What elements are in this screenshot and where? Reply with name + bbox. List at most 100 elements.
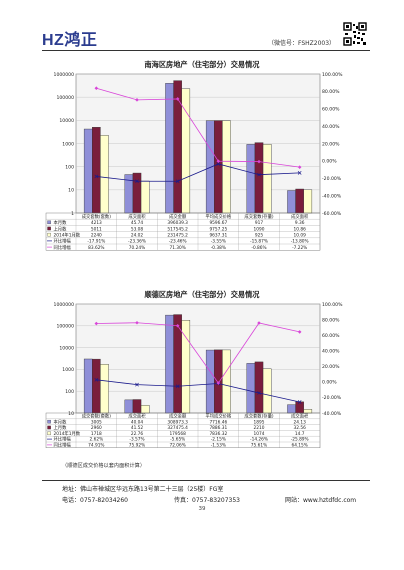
table-cell: 9757.25: [209, 226, 227, 232]
bar: [214, 120, 223, 214]
table-cell: 917: [255, 220, 263, 226]
table-cell: 517545.2: [167, 226, 188, 232]
category-label: 成交金额: [169, 213, 187, 220]
line-point: [135, 320, 139, 325]
line-point: [175, 179, 180, 184]
category-label: 平均成交价格: [205, 413, 231, 420]
table-cell: -15.87%: [250, 239, 268, 245]
table-cell: 72.06%: [169, 443, 185, 449]
category-label: 成交面积: [291, 413, 309, 420]
table-cell: 45.74: [131, 220, 144, 226]
table-cell: 2240: [91, 233, 102, 239]
table-cell: 9637.31: [209, 233, 227, 239]
line-point: [135, 382, 139, 387]
legend-label: 2014年1月数: [54, 430, 81, 437]
plot-area: [75, 303, 321, 414]
table-cell: 53.08: [131, 226, 144, 232]
category-label: 成交套数(存量): [244, 413, 273, 420]
table-cell: 1895: [254, 419, 265, 425]
table-cell: 22.76: [131, 431, 144, 437]
y-left-tick-label: 100000: [56, 95, 74, 101]
bar: [124, 399, 134, 414]
legend-label: 本月数: [54, 418, 68, 425]
y-right-tick-label: 80.00%: [322, 317, 340, 323]
series-line: [96, 322, 300, 384]
category-label: 成交面积: [291, 213, 309, 220]
table-cell: -7.22%: [292, 245, 307, 251]
bar: [287, 190, 296, 214]
table-cell: 32.56: [294, 425, 307, 431]
y-right-tick-label: 100.00%: [322, 302, 343, 308]
table-cell: -25.89%: [291, 437, 309, 443]
line-point: [257, 391, 261, 395]
table-cell: -23.46%: [169, 239, 187, 245]
bar: [295, 401, 304, 414]
y-right-tick-label: -40.00%: [322, 411, 342, 417]
table-cell: 70.24%: [129, 245, 145, 251]
series-line: [96, 87, 300, 168]
table-cell: 327475.4: [167, 425, 188, 431]
header-divider: [42, 50, 370, 51]
legend-swatch: [47, 431, 51, 436]
table-cell: -14.26%: [250, 437, 268, 443]
chart-2-title: 顺德区房地产（住宅部分）交易情况: [144, 290, 260, 299]
table-cell: -3.57%: [129, 437, 144, 443]
bar: [246, 363, 256, 414]
shunde-chart: 1000000 100000 10000 1000 100 10 100.00% 80.00%…: [45, 302, 343, 449]
table-cell: -13.80%: [291, 239, 309, 245]
footer-phone: 电话：0757-82034260: [62, 497, 128, 504]
table-cell: -3.55%: [211, 239, 226, 245]
table-cell: 40.04: [131, 419, 144, 425]
bar: [165, 314, 174, 414]
y-right-tick-label: -20.00%: [322, 176, 342, 182]
table-cell: 2210: [254, 425, 265, 431]
y-right-tick-label: 100.00%: [322, 72, 343, 78]
company-logo: HZ鸿正: [42, 32, 98, 49]
y-left-tick-label: 100000: [56, 324, 74, 330]
series-line: [96, 379, 300, 403]
chart-note: （顺德区成交价格以套内面积计算）: [62, 463, 146, 469]
line-point: [297, 400, 302, 404]
bar: [254, 142, 264, 214]
bar: [262, 144, 272, 214]
table-cell: 5011: [91, 226, 102, 232]
y-left-tick-label: 1000000: [54, 72, 75, 78]
table-cell: 75.61%: [251, 443, 267, 449]
y-left-tick-label: 1000: [62, 367, 74, 373]
bar: [303, 409, 313, 414]
y-right-tick-label: 40.00%: [322, 349, 340, 355]
line-point: [257, 172, 261, 177]
line-point: [135, 98, 139, 102]
y-right-tick-label: -40.00%: [322, 193, 342, 199]
y-left-tick-label: 100: [65, 389, 74, 395]
category-label: 成交套数(套数): [82, 413, 111, 420]
line-point: [94, 321, 99, 326]
series-line: [96, 163, 300, 182]
table-cell: 41.52: [131, 425, 144, 431]
table-cell: 1090: [254, 226, 265, 232]
table-cell: -23.36%: [128, 239, 146, 245]
y-right-tick-label: 80.00%: [322, 89, 340, 95]
y-right-tick-label: 0.00%: [322, 380, 337, 386]
y-left-tick-label: 10000: [59, 118, 74, 124]
table-cell: 10.86: [294, 226, 307, 232]
y-right-tick-label: 40.00%: [322, 124, 340, 130]
legend-label: 上月数: [54, 424, 68, 431]
y-right-tick-label: 0.00%: [322, 159, 337, 165]
legend-label: 环比增幅: [54, 436, 72, 443]
bar: [205, 349, 215, 414]
table-cell: -1.53%: [211, 443, 226, 449]
line-point: [297, 171, 302, 175]
table-cell: 7716.46: [209, 419, 227, 425]
table-cell: 1074: [254, 431, 265, 437]
legend-swatch: [47, 220, 51, 225]
table-cell: 925: [255, 233, 263, 239]
table-cell: 3005: [91, 419, 102, 425]
legend-label: 上月数: [54, 225, 68, 232]
footer-fax: 传真：0757-83207353: [174, 497, 240, 504]
category-label: 成交套数(存量): [244, 213, 273, 220]
line-point: [94, 377, 99, 382]
table-cell: 14.7: [295, 431, 305, 437]
table-cell: 10.09: [294, 233, 307, 239]
wechat-id: （微信号：FSHZ2003）: [268, 40, 336, 47]
